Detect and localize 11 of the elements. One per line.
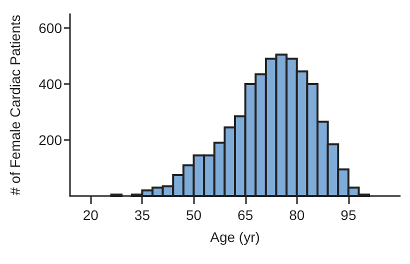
x-axis-title: Age (yr)	[210, 229, 260, 245]
x-tick-label: 65	[238, 207, 254, 223]
x-tick-label: 50	[186, 207, 202, 223]
y-tick-label: 200	[38, 132, 62, 148]
y-tick-label: 600	[38, 20, 62, 36]
y-axis-title: # of Female Cardiac Patients	[7, 14, 23, 196]
x-tick-label: 35	[134, 207, 150, 223]
x-tick-label: 95	[340, 207, 356, 223]
x-tick-label: 80	[289, 207, 305, 223]
y-tick-label: 400	[38, 76, 62, 92]
x-tick-label: 20	[82, 207, 99, 223]
